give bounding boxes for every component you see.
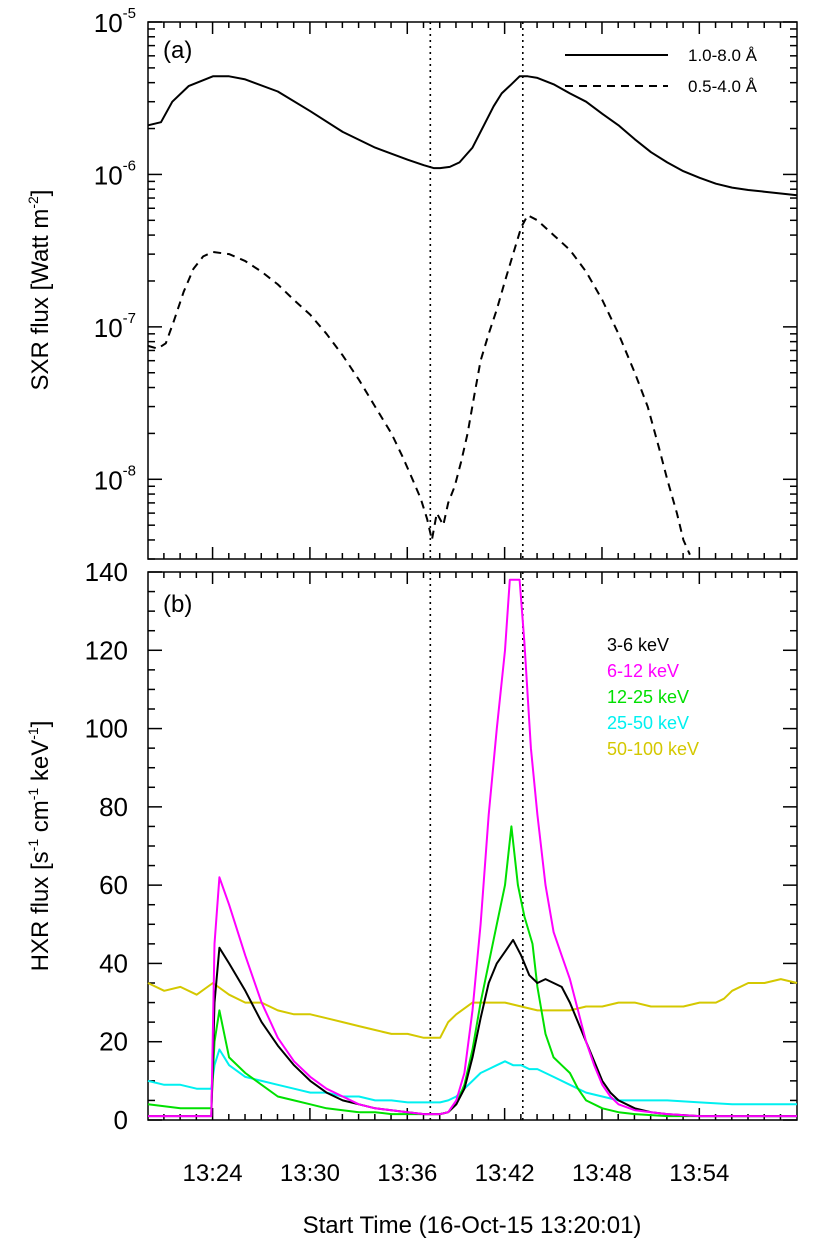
y-tick-exp: -6 (123, 157, 136, 174)
y-tick-exp: -8 (123, 462, 136, 479)
panel-a-series (147, 75, 798, 556)
legend-label-05-4: 0.5-4.0 Å (688, 77, 758, 96)
panel-b-ylabel-cm: cm (27, 800, 54, 839)
legend-label-25-50-keV: 25-50 keV (607, 713, 689, 733)
panel-b-ylabel-kev: keV (27, 740, 54, 788)
y-tick-base: 10 (94, 313, 123, 343)
series-line-solid-1-8 (147, 75, 798, 197)
x-tick-label: 13:54 (669, 1160, 729, 1187)
y-tick-label-b: 120 (85, 635, 128, 665)
panel-a-label: (a) (163, 37, 192, 64)
y-tick-label-a: 10-6 (94, 157, 136, 190)
x-tick-label: 13:30 (280, 1160, 340, 1187)
panel-b-vlines (429, 572, 524, 1120)
panel-b-ylabel-end: ] (27, 721, 54, 728)
y-tick-label-a: 10-7 (94, 310, 136, 343)
series-line-dashed-05-4 (147, 214, 691, 556)
panel-a: 10-510-610-710-8 (a) 1.0-8.0 Å 0.5-4.0 Å… (25, 5, 798, 560)
panel-b-label: (b) (163, 591, 192, 618)
y-tick-base: 10 (94, 8, 123, 38)
panel-a-frame (147, 21, 798, 560)
x-axis-label: Start Time (16-Oct-15 13:20:01) (303, 1212, 642, 1239)
panel-b: 0 20 40 60 80 100 120 140 (b) 3-6 keV 6-12 keV 12… (25, 557, 798, 1135)
y-tick-label-b: 20 (99, 1027, 128, 1057)
panel-b-ylabel: HXR flux [s-1 cm-1 keV-1] (25, 721, 54, 972)
panel-b-legend: 3-6 keV 6-12 keV 12-25 keV 25-50 keV 50-100 … (607, 635, 699, 759)
panel-b-ticks: 0 20 40 60 80 100 120 140 (85, 557, 797, 1135)
x-tick-label: 13:24 (183, 1160, 243, 1187)
y-tick-label-b: 60 (99, 870, 128, 900)
x-tick-label: 13:36 (377, 1160, 437, 1187)
series-line-3-6-keV (148, 938, 797, 1118)
series-line-6-12-keV (148, 578, 797, 1118)
y-tick-label-b: 40 (99, 948, 128, 978)
panel-b-ylabel-sup-3: -1 (25, 727, 41, 740)
y-tick-label-a: 10-8 (94, 462, 136, 495)
y-tick-label-b: 100 (85, 714, 128, 744)
y-tick-label-b: 0 (114, 1105, 128, 1135)
y-tick-base: 10 (94, 160, 123, 190)
y-tick-exp: -5 (123, 5, 136, 22)
legend-label-6-12-keV: 6-12 keV (607, 661, 679, 681)
panel-a-ylabel-end: ] (27, 190, 54, 197)
panel-a-ylabel-sup: -2 (25, 196, 41, 209)
panel-a-ylabel: SXR flux [Watt m-2] (25, 190, 54, 391)
legend-label-12-25-keV: 12-25 keV (607, 687, 689, 707)
panel-b-frame (147, 571, 798, 1121)
y-tick-label-a: 10-5 (94, 5, 136, 38)
legend-label-1-8: 1.0-8.0 Å (688, 46, 758, 65)
panel-b-ylabel-sup-1: -1 (25, 839, 41, 852)
y-tick-label-b: 140 (85, 557, 128, 587)
x-tick-labels: 13:24 13:30 13:36 13:42 13:48 13:54 (183, 1160, 730, 1187)
series-line-25-50-keV (147, 1048, 797, 1106)
panel-a-vlines (429, 22, 524, 559)
legend-label-50-100-keV: 50-100 keV (607, 739, 699, 759)
panel-a-legend: 1.0-8.0 Å 0.5-4.0 Å (565, 46, 758, 96)
x-tick-label: 13:42 (475, 1160, 535, 1187)
legend-label-3-6-keV: 3-6 keV (607, 635, 669, 655)
panel-b-series (147, 578, 798, 1118)
panel-b-ylabel-main: HXR flux [s (27, 851, 54, 971)
panel-a-ticks: 10-510-610-710-8 (94, 5, 797, 560)
y-tick-base: 10 (94, 465, 123, 495)
y-tick-label-b: 80 (99, 792, 128, 822)
y-tick-exp: -7 (123, 310, 136, 327)
series-line-12-25-keV (147, 825, 797, 1118)
panel-b-ylabel-sup-2: -1 (25, 788, 41, 801)
x-tick-label: 13:48 (572, 1160, 632, 1187)
panel-a-ylabel-main: SXR flux [Watt m (27, 209, 54, 391)
